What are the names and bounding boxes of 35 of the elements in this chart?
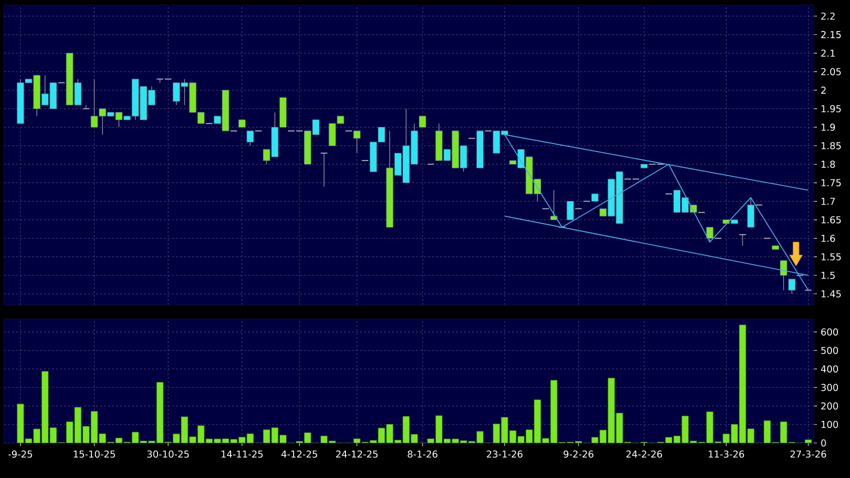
x-tick-label: 24-12-25 — [336, 450, 378, 458]
y-tick-label: 2 — [821, 86, 826, 94]
y-tick-label: 1.55 — [822, 253, 841, 260]
y-tick-label: 0 — [821, 439, 826, 447]
y-tick-label: 2.1 — [821, 50, 835, 57]
y-tick-label: 1.95 — [822, 105, 841, 112]
y-tick-label: 1.9 — [822, 124, 835, 131]
y-tick-label: 1.85 — [822, 142, 841, 150]
y-tick-label: 1.65 — [822, 216, 841, 224]
y-tick-label: 1.5 — [822, 272, 835, 279]
y-tick-label: 1.45 — [822, 290, 841, 298]
x-tick-label: 30-10-25 — [147, 450, 189, 458]
y-tick-label: 1.75 — [822, 179, 841, 186]
y-tick-label: 2.2 — [821, 12, 835, 20]
x-tick-label: -9-25 — [8, 450, 32, 458]
y-tick-label: 1.6 — [822, 234, 835, 242]
y-tick-label: 300 — [821, 384, 838, 392]
y-tick-label: 2.05 — [821, 68, 841, 76]
y-tick-label: 500 — [821, 346, 838, 354]
x-tick-label: 11-3-26 — [708, 450, 744, 458]
x-tick-label: 14-11-25 — [222, 450, 263, 458]
y-tick-label: 1.7 — [822, 198, 835, 205]
x-tick-label: 9-2-26 — [564, 450, 594, 458]
y-tick-label: 1.8 — [822, 160, 835, 168]
x-tick-label: 15-10-25 — [74, 450, 115, 458]
y-tick-label: 100 — [822, 420, 838, 428]
x-tick-label: 27-3-26 — [790, 450, 826, 458]
y-tick-label: 2.15 — [821, 31, 841, 38]
y-tick-label: 200 — [821, 402, 838, 410]
x-tick-label: 8-1-26 — [408, 450, 438, 458]
x-tick-label: 4-12-25 — [281, 450, 318, 458]
x-tick-label: 23-1-26 — [486, 450, 522, 458]
y-tick-label: 400 — [821, 365, 838, 373]
x-tick-label: 24-2-26 — [626, 450, 662, 458]
y-tick-label: 600 — [821, 328, 838, 336]
